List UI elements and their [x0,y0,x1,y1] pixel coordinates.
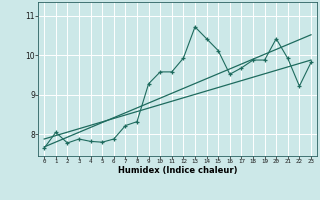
X-axis label: Humidex (Indice chaleur): Humidex (Indice chaleur) [118,166,237,175]
